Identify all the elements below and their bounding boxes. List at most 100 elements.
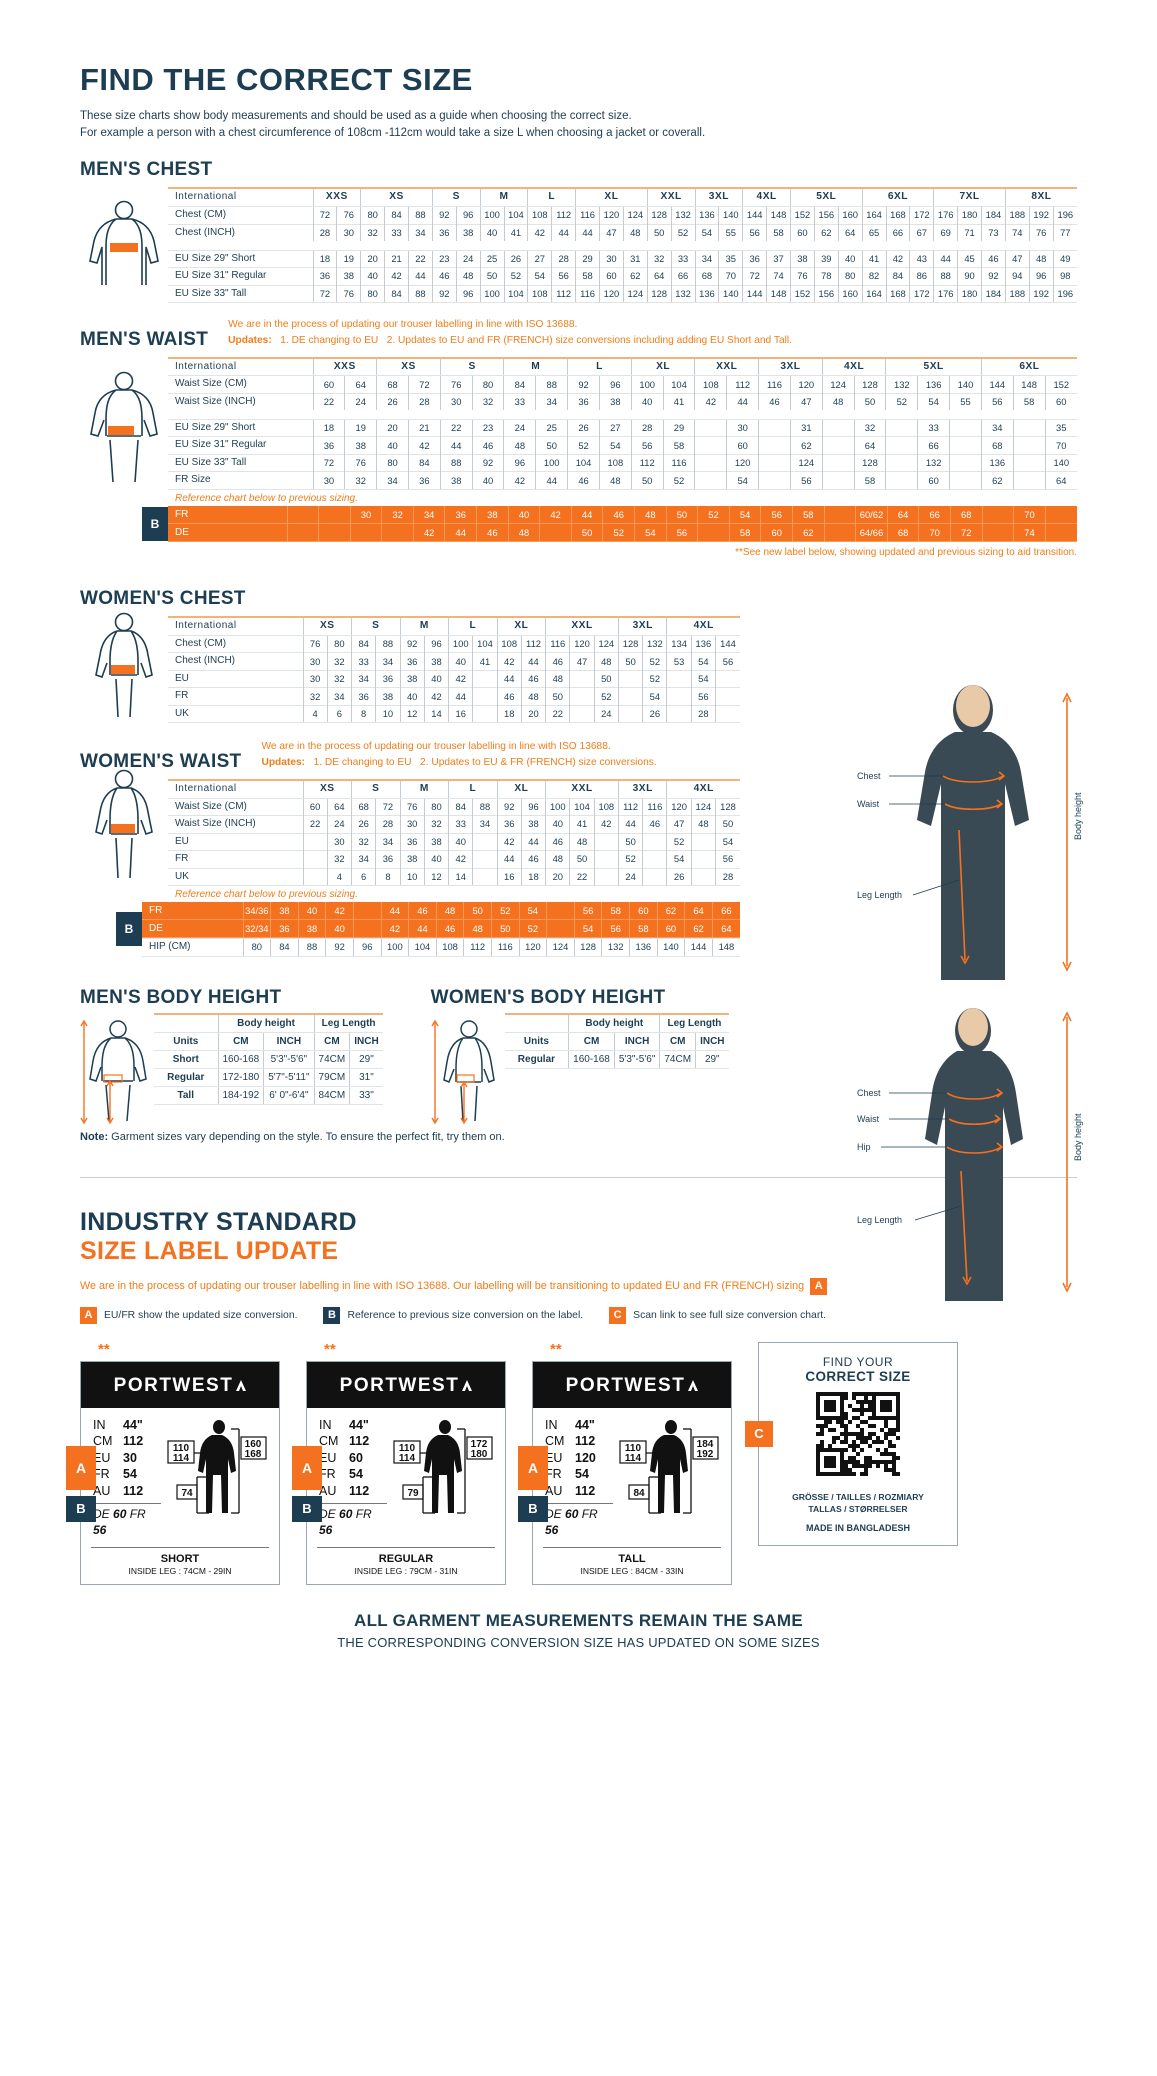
table-cell: 74CM — [313, 1050, 350, 1069]
size-group-header: L — [527, 187, 576, 208]
table-row: EU Size 33" Tall 72 76 80 84 88 92 96 100 104 108 1… — [168, 453, 1077, 472]
body-height-row: Regular 172-180 5'7"-5'11" 79CM 31" — [154, 1068, 383, 1087]
table-cell — [821, 453, 855, 472]
size-group-header: S — [431, 187, 481, 208]
table-cell: 33 — [448, 815, 473, 834]
table-cell: 34 — [351, 850, 376, 869]
table-cell: 27 — [527, 249, 552, 268]
size-group-header: XXS — [312, 187, 361, 208]
table-row: Waist Size (CM) 60 64 68 72 76 80 84 88 92 96 100 10… — [168, 375, 1077, 394]
update-2-men: 2. Updates to EU and FR (FRENCH) size co… — [386, 334, 792, 346]
table-cell: 40 — [479, 223, 504, 242]
badge-a: A — [518, 1445, 548, 1490]
table-cell: 88 — [408, 284, 433, 304]
table-cell: 96 — [598, 375, 632, 394]
table-cell: CM — [217, 1032, 264, 1051]
label-footer: TALL INSIDE LEG : 84CM - 33IN — [543, 1546, 721, 1584]
qr-code-image[interactable] — [769, 1391, 947, 1481]
measurement-key: IN — [319, 1417, 332, 1432]
table-cell: 96 — [455, 284, 481, 304]
table-cell: 96 — [455, 206, 481, 225]
table-cell: 30 — [326, 832, 352, 851]
table-cell: 34/36 — [242, 902, 271, 921]
size-group-header: XS — [360, 187, 433, 208]
body-height-header-row: Body height Leg Length — [154, 1012, 383, 1033]
table-row: EU Size 31" Regular 36 38 40 42 44 46 48 50 52 54 5… — [168, 436, 1077, 455]
leg-length-header: Leg Length — [659, 1012, 729, 1033]
svg-text:114: 114 — [625, 1453, 642, 1464]
table-cell: 52 — [567, 436, 600, 455]
table-cell: 31 — [789, 418, 823, 437]
table-cell: 38 — [476, 505, 509, 524]
intro-text: These size charts show body measurements… — [80, 108, 1077, 141]
table-cell — [381, 523, 414, 542]
table-cell: 76 — [399, 797, 425, 816]
table-cell — [949, 418, 982, 437]
table-cell: 48 — [507, 523, 540, 542]
table-cell: 108 — [435, 938, 464, 957]
table-cell: 56 — [715, 652, 740, 671]
table-cell — [694, 453, 727, 472]
table-cell: 44 — [520, 832, 546, 851]
table-cell: 88 — [408, 206, 433, 225]
table-cell: 148 — [1012, 375, 1046, 394]
table-cell: 30 — [349, 505, 382, 524]
table-cell: 52 — [503, 267, 528, 286]
table-cell: 52 — [518, 919, 547, 939]
callout-leg-male: Leg Length — [857, 890, 902, 900]
table-cell — [694, 436, 727, 455]
table-cell: 48 — [569, 832, 595, 851]
table-cell: 4 — [326, 867, 352, 887]
table-cell: 5'7"-5'11" — [263, 1068, 315, 1087]
table-cell: 76 — [336, 206, 361, 225]
table-cell: 112 — [630, 453, 664, 472]
column-label: International — [168, 356, 313, 377]
table-cell: 36 — [399, 832, 425, 851]
table-cell: 68 — [949, 505, 983, 524]
table-cell: 42 — [496, 832, 522, 851]
table-cell: 92 — [567, 375, 600, 394]
table-cell: 116 — [490, 938, 520, 957]
table-cell: 112 — [726, 375, 759, 394]
table-cell: 66 — [670, 267, 695, 286]
table-cell: 68 — [886, 523, 919, 542]
table-cell: 8 — [375, 867, 401, 887]
table-cell: 32/34 — [242, 919, 271, 939]
svg-text:168: 168 — [245, 1449, 262, 1460]
table-cell: 22 — [439, 418, 473, 437]
table-cell: 44 — [575, 223, 600, 242]
asterisk-marker: ** — [324, 1340, 336, 1358]
table-cell — [949, 471, 982, 490]
table-cell: 38 — [375, 687, 401, 706]
table-cell: 116 — [575, 284, 600, 304]
previous-size-line: DE 60 FR 56 — [319, 1503, 387, 1539]
svg-text:192: 192 — [697, 1449, 714, 1460]
table-cell: 68 — [980, 436, 1014, 455]
size-group-header: M — [399, 615, 449, 636]
table-cell: 39 — [813, 249, 839, 268]
table-cell: 50 — [646, 223, 672, 242]
table-cell: 128 — [715, 797, 740, 816]
table-cell: 66 — [917, 436, 950, 455]
table-cell: 64 — [344, 375, 377, 394]
table-cell: 88 — [375, 634, 401, 653]
womens-ref-note: Reference chart below to previous sizing… — [175, 889, 358, 901]
table-cell: 46 — [602, 505, 635, 524]
table-cell: 48 — [455, 267, 481, 286]
table-cell: 5'3"-5'6" — [613, 1050, 660, 1069]
table-cell: 48 — [821, 392, 855, 411]
table-cell: 50 — [545, 687, 570, 706]
garment-note: Note: Garment sizes vary depending on th… — [80, 1131, 1077, 1143]
table-cell: 50 — [617, 832, 643, 851]
table-cell: 56 — [980, 392, 1014, 411]
table-cell — [569, 704, 595, 724]
table-cell: CM — [568, 1032, 615, 1051]
size-group-header: 5XL — [885, 356, 982, 377]
table-cell: 52 — [642, 652, 667, 671]
table-cell: 144 — [742, 206, 767, 225]
table-cell: Waist Size (INCH) — [168, 392, 313, 411]
table-cell: 32 — [326, 850, 352, 869]
table-cell: 124 — [622, 206, 648, 225]
table-cell: 100 — [545, 797, 570, 816]
legend-tag-a: A — [80, 1306, 97, 1324]
